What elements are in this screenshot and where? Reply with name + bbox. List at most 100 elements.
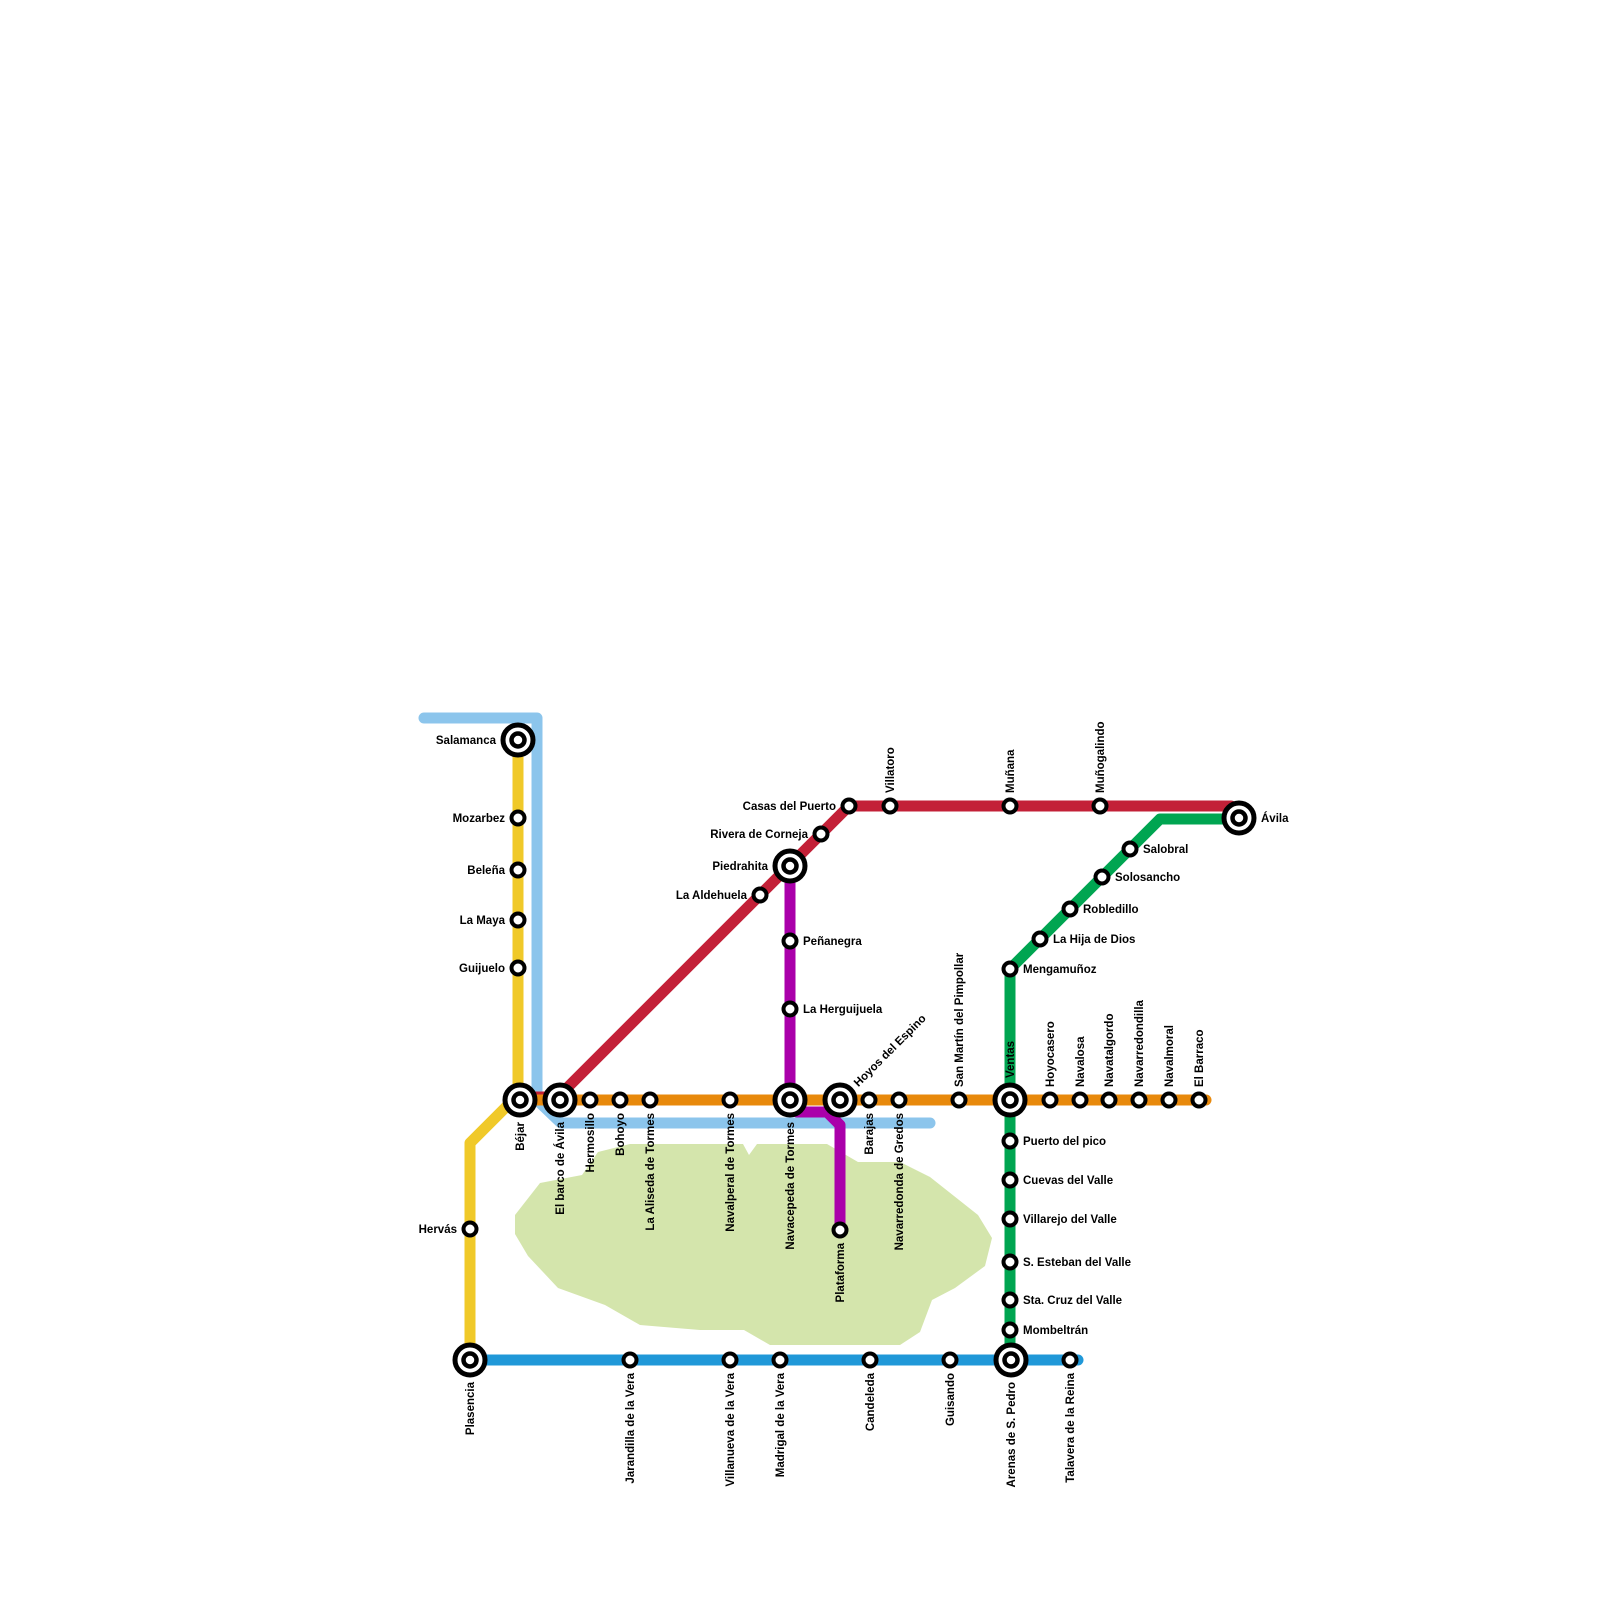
station-jarandilla-de-la-vera[interactable]: Jarandilla de la Vera xyxy=(621,1351,639,1484)
station-guijuelo[interactable]: Guijuelo xyxy=(459,959,527,977)
stop-marker xyxy=(941,1351,959,1369)
interchange-marker-inner xyxy=(461,1351,479,1369)
station-label: Talavera de la Reina xyxy=(1065,1372,1077,1482)
station-navalperal-de-tormes[interactable]: Navalperal de Tormes xyxy=(721,1091,739,1232)
station-bejar[interactable]: Béjar xyxy=(502,1082,538,1151)
stop-marker xyxy=(840,797,858,815)
station-plataforma[interactable]: Plataforma xyxy=(831,1221,849,1303)
stop-marker xyxy=(1061,900,1079,918)
station-label: Mozarbez xyxy=(453,813,506,825)
station-mombeltran[interactable]: Mombeltrán xyxy=(1001,1321,1089,1339)
line-yellow-salamanca-plasencia xyxy=(464,734,524,1366)
station-navarredonda-de-gredos[interactable]: Navarredonda de Gredos xyxy=(890,1091,908,1251)
station-label: Cuevas del Valle xyxy=(1023,1175,1113,1187)
line-purple-piedrahita-plataforma xyxy=(784,862,846,1236)
stop-marker xyxy=(509,861,527,879)
station-penanegra[interactable]: Peñanegra xyxy=(781,932,863,950)
station-s-esteban-del-valle[interactable]: S. Esteban del Valle xyxy=(1001,1253,1132,1271)
station-mengamunoz[interactable]: Mengamuñoz xyxy=(1001,960,1097,978)
station-arenas-de-s-pedro[interactable]: Arenas de S. Pedro xyxy=(993,1342,1029,1487)
station-hermosillo[interactable]: Hermosillo xyxy=(581,1091,599,1173)
station-solosancho[interactable]: Solosancho xyxy=(1093,868,1181,886)
station-label: Villarejo del Valle xyxy=(1023,1214,1117,1226)
station-sta-cruz-del-valle[interactable]: Sta. Cruz del Valle xyxy=(1001,1291,1123,1309)
station-salobral[interactable]: Salobral xyxy=(1121,840,1189,858)
station-label: Navalosa xyxy=(1075,1036,1087,1087)
interchange-marker-inner xyxy=(831,1091,849,1109)
station-label: Villanueva de la Vera xyxy=(725,1372,737,1486)
stop-marker xyxy=(1001,1210,1019,1228)
station-la-aldehuela[interactable]: La Aldehuela xyxy=(676,886,769,904)
station-mozarbez[interactable]: Mozarbez xyxy=(453,809,527,827)
stop-marker xyxy=(461,1220,479,1238)
station-munogalindo[interactable]: Muñogalindo xyxy=(1091,721,1109,815)
station-villatoro[interactable]: Villatoro xyxy=(881,747,899,815)
station-san-martin-del-pimpollar[interactable]: San Martín del Pimpollar xyxy=(950,952,968,1109)
station-label: La Hija de Dios xyxy=(1053,934,1135,946)
station-label: Béjar xyxy=(515,1121,527,1150)
station-guisando[interactable]: Guisando xyxy=(941,1351,959,1427)
stop-marker xyxy=(890,1091,908,1109)
station-robledillo[interactable]: Robledillo xyxy=(1061,900,1139,918)
station-navacepeda-de-tormes[interactable]: Navacepeda de Tormes xyxy=(772,1082,808,1250)
station-label: Plataforma xyxy=(835,1242,847,1302)
station-el-barraco[interactable]: El Barraco xyxy=(1190,1029,1208,1109)
station-label: Salamanca xyxy=(436,735,497,747)
station-el-barco-de-avila[interactable]: El barco de Ávila xyxy=(542,1082,578,1215)
station-cuevas-del-valle[interactable]: Cuevas del Valle xyxy=(1001,1171,1114,1189)
station-label: Puerto del pico xyxy=(1023,1136,1106,1148)
station-navalmoral[interactable]: Navalmoral xyxy=(1160,1025,1178,1109)
station-navarredondilla[interactable]: Navarredondilla xyxy=(1130,999,1148,1109)
station-hoyocasero[interactable]: Hoyocasero xyxy=(1041,1021,1059,1109)
station-la-hija-de-dios[interactable]: La Hija de Dios xyxy=(1031,930,1136,948)
station-villarejo-del-valle[interactable]: Villarejo del Valle xyxy=(1001,1210,1117,1228)
station-label: Madrigal de la Vera xyxy=(775,1372,787,1477)
station-casas-del-puerto[interactable]: Casas del Puerto xyxy=(743,797,858,815)
station-candeleda[interactable]: Candeleda xyxy=(861,1351,879,1432)
stop-marker xyxy=(721,1091,739,1109)
station-barajas[interactable]: Barajas xyxy=(860,1091,878,1155)
station-villanueva-de-la-vera[interactable]: Villanueva de la Vera xyxy=(721,1351,739,1487)
station-label: Ávila xyxy=(1261,812,1289,825)
stop-marker xyxy=(1041,1091,1059,1109)
station-label: Bohoyo xyxy=(615,1113,627,1156)
station-label: Peñanegra xyxy=(803,936,862,948)
stop-marker xyxy=(781,932,799,950)
station-label: Barajas xyxy=(864,1113,876,1155)
station-bohoyo[interactable]: Bohoyo xyxy=(611,1091,629,1156)
stop-marker xyxy=(1100,1091,1118,1109)
line-green-avila-arenas xyxy=(1004,813,1245,1366)
station-hervas[interactable]: Hervás xyxy=(419,1220,479,1238)
station-la-aliseda-de-tormes[interactable]: La Aliseda de Tormes xyxy=(641,1091,659,1231)
station-madrigal-de-la-vera[interactable]: Madrigal de la Vera xyxy=(771,1351,789,1478)
stop-marker xyxy=(721,1351,739,1369)
station-munana[interactable]: Muñana xyxy=(1001,749,1019,815)
station-label: Salobral xyxy=(1143,844,1188,856)
stop-marker xyxy=(581,1091,599,1109)
station-la-herguijuela[interactable]: La Herguijuela xyxy=(781,1000,883,1018)
stop-marker xyxy=(781,1000,799,1018)
station-label: Hervás xyxy=(419,1224,457,1236)
station-talavera-de-la-reina[interactable]: Talavera de la Reina xyxy=(1061,1351,1079,1483)
station-puerto-del-pico[interactable]: Puerto del pico xyxy=(1001,1132,1107,1150)
station-label: Guisando xyxy=(945,1373,957,1426)
stop-marker xyxy=(509,809,527,827)
stop-marker xyxy=(1031,930,1049,948)
station-label: Hoyos del Espino xyxy=(852,1013,929,1090)
station-piedrahita[interactable]: Piedrahita xyxy=(712,848,808,884)
station-salamanca[interactable]: Salamanca xyxy=(436,722,536,758)
station-plasencia[interactable]: Plasencia xyxy=(452,1342,488,1435)
station-label: Muñana xyxy=(1005,749,1017,793)
station-belena[interactable]: Beleña xyxy=(467,861,527,879)
station-rivera-de-corneja[interactable]: Rivera de Corneja xyxy=(710,825,830,843)
station-la-maya[interactable]: La Maya xyxy=(460,911,527,929)
station-navalosa[interactable]: Navalosa xyxy=(1071,1036,1089,1109)
station-label: Rivera de Corneja xyxy=(710,829,808,841)
stop-marker xyxy=(1001,1253,1019,1271)
interchange-marker-inner xyxy=(1230,809,1248,827)
station-avila[interactable]: Ávila xyxy=(1221,800,1289,836)
station-label: Ventas xyxy=(1005,1041,1017,1078)
station-navatalgordo[interactable]: Navatalgordo xyxy=(1100,1014,1118,1109)
station-ventas[interactable]: Ventas xyxy=(992,1041,1028,1118)
